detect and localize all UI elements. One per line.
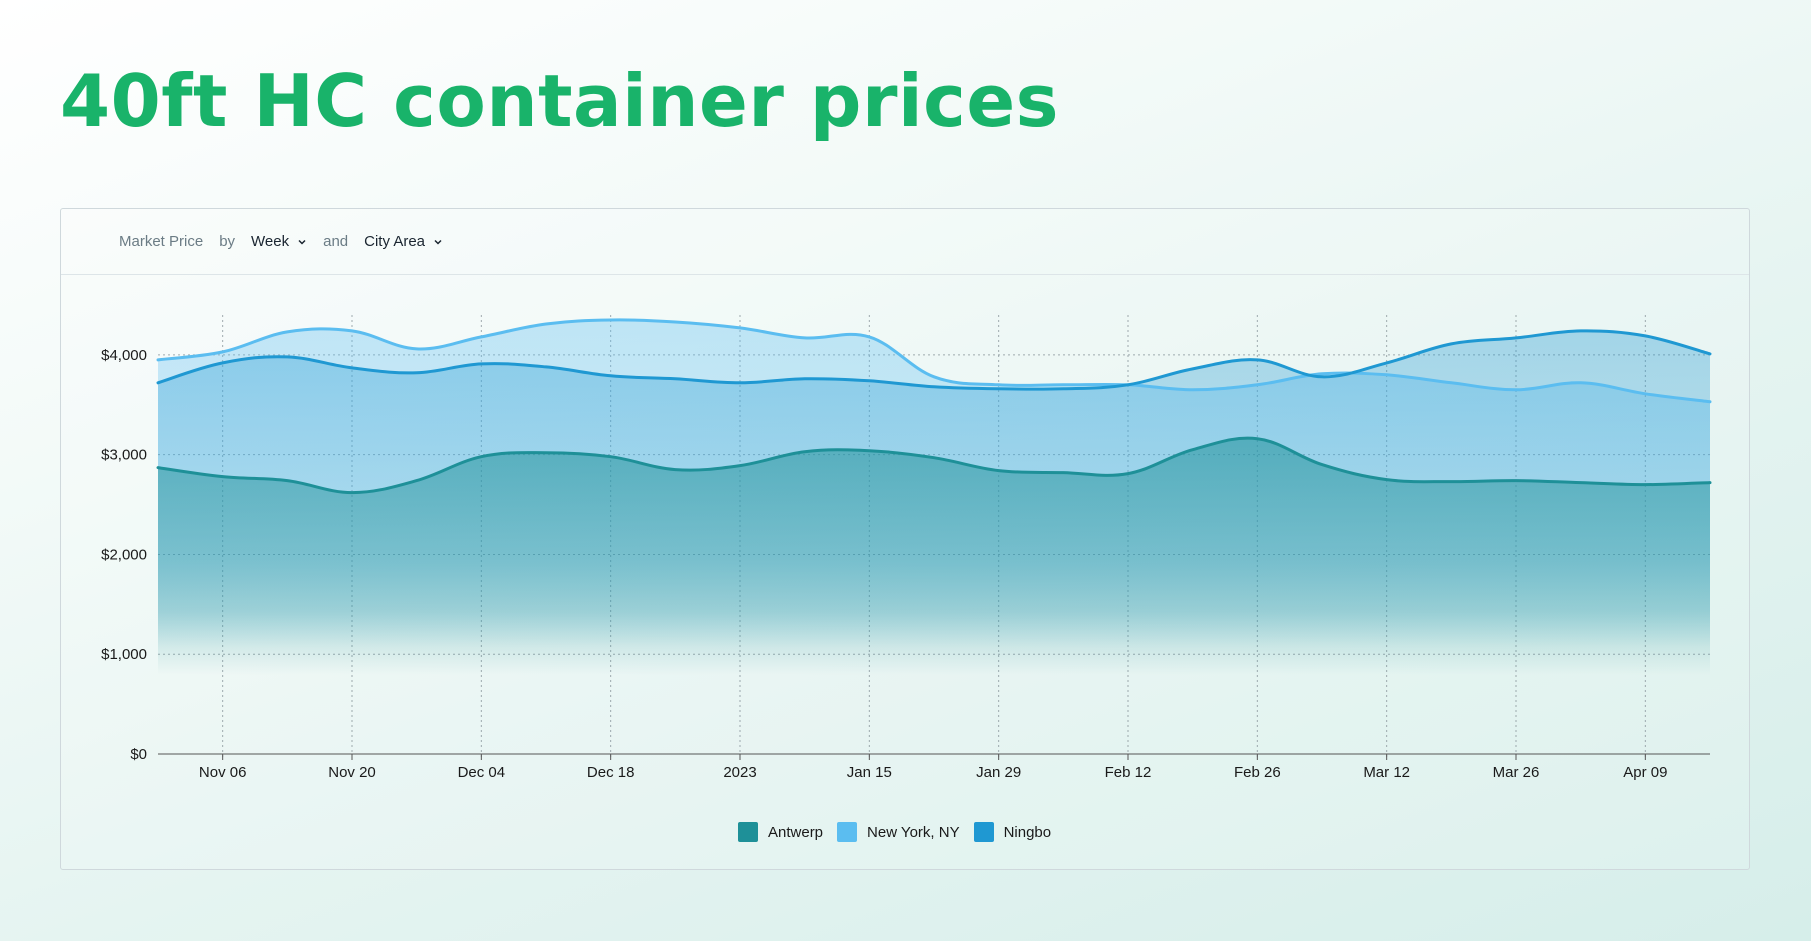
chevron-down-icon	[434, 239, 442, 245]
legend-swatch	[738, 822, 758, 842]
legend-item[interactable]: New York, NY	[837, 822, 960, 842]
metric-label: Market Price	[119, 233, 204, 250]
page-title: 40ft HC container prices	[60, 59, 1060, 143]
period-dropdown-value: Week	[251, 233, 290, 250]
legend-swatch	[973, 822, 994, 842]
legend-label: New York, NY	[867, 823, 960, 841]
period-dropdown[interactable]: Week	[251, 233, 307, 250]
series-line-ningbo[interactable]	[156, 329, 1712, 391]
chevron-down-icon	[298, 239, 306, 245]
series-lines	[156, 318, 1712, 495]
group-dropdown[interactable]: City Area	[364, 233, 443, 250]
chart-card: Market Price by Week and City Area	[60, 208, 1750, 870]
group-dropdown-value: City Area	[364, 233, 425, 250]
by-label: by	[219, 233, 236, 250]
legend-item[interactable]: Ningbo	[973, 822, 1052, 842]
series-line-antwerp[interactable]	[156, 436, 1712, 495]
and-label: and	[323, 233, 349, 250]
legend-item[interactable]: Antwerp	[738, 822, 823, 842]
series-line-new-york-ny[interactable]	[156, 318, 1712, 404]
chart-legend: Antwerp New York, NY Ningbo	[738, 822, 1065, 842]
legend-swatch	[837, 822, 858, 842]
legend-label: Ningbo	[1003, 823, 1052, 841]
legend-label: Antwerp	[768, 823, 824, 841]
chart-controls: Market Price by Week and City Area	[61, 209, 1749, 275]
